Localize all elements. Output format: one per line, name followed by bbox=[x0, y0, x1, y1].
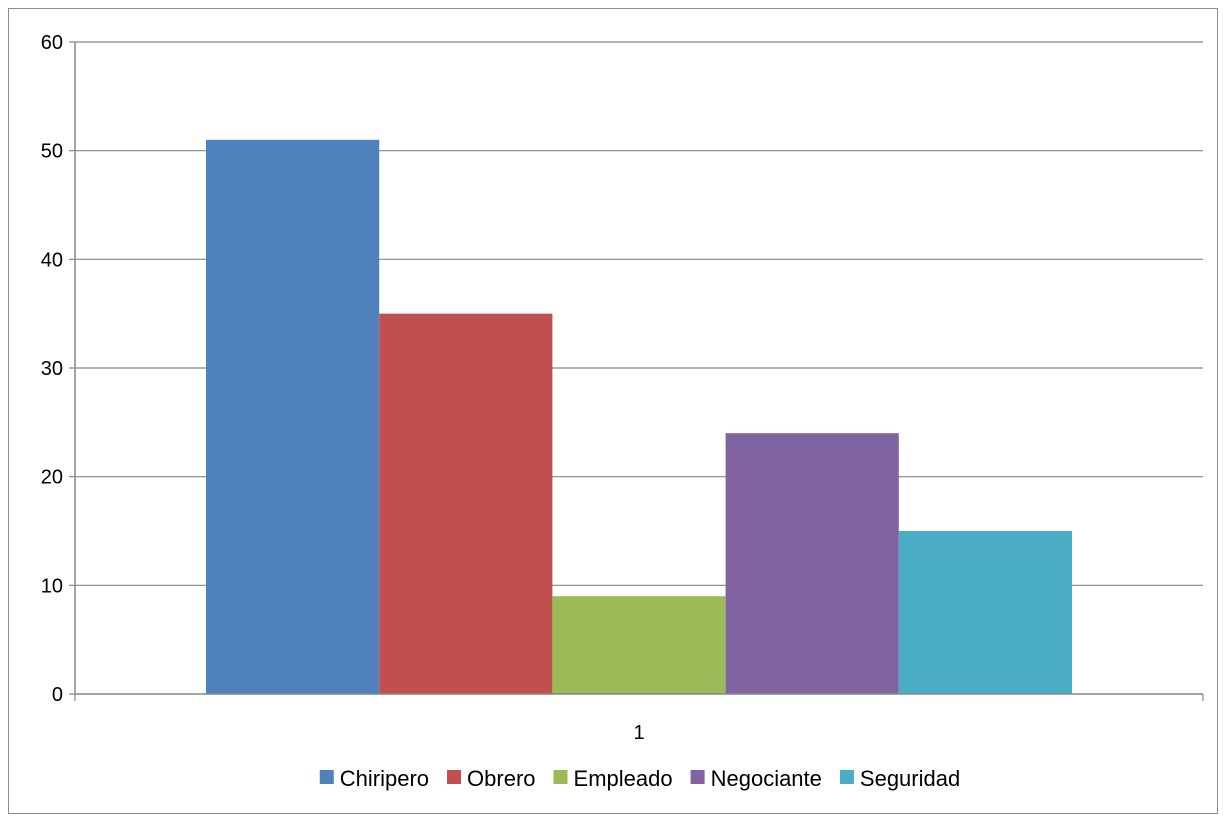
legend-label: Seguridad bbox=[860, 766, 960, 791]
legend-swatch-obrero bbox=[447, 770, 462, 784]
legend-swatch-negociante bbox=[690, 770, 705, 784]
y-tick-label: 0 bbox=[52, 684, 63, 706]
bars bbox=[206, 139, 1072, 695]
legend-swatch-seguridad bbox=[839, 770, 854, 784]
y-tick-label: 10 bbox=[41, 575, 63, 597]
bar-empleado bbox=[552, 596, 726, 694]
bar-obrero bbox=[379, 313, 553, 694]
x-axis-ticks: 1 bbox=[74, 694, 1204, 744]
y-tick-label: 20 bbox=[41, 467, 63, 489]
legend-label: Chiripero bbox=[340, 766, 429, 791]
y-tick-label: 30 bbox=[41, 358, 63, 380]
legend-label: Negociante bbox=[711, 766, 822, 791]
y-tick-label: 50 bbox=[41, 141, 63, 163]
legend-swatch-empleado bbox=[553, 770, 568, 784]
x-tick-label: 1 bbox=[633, 722, 644, 744]
legend-label: Empleado bbox=[574, 766, 673, 791]
legend: Chiripero Obrero Empleado Negociante Segurid… bbox=[319, 766, 960, 791]
y-axis-ticks: 0 10 20 30 40 50 60 bbox=[41, 32, 75, 706]
legend-label: Obrero bbox=[467, 766, 535, 791]
bar-chiripero bbox=[206, 139, 380, 695]
bar-negociante bbox=[725, 433, 899, 694]
y-tick-label: 60 bbox=[41, 32, 63, 54]
bar-seguridad bbox=[898, 531, 1072, 694]
y-tick-label: 40 bbox=[41, 249, 63, 271]
legend-swatch-chiripero bbox=[319, 770, 334, 784]
